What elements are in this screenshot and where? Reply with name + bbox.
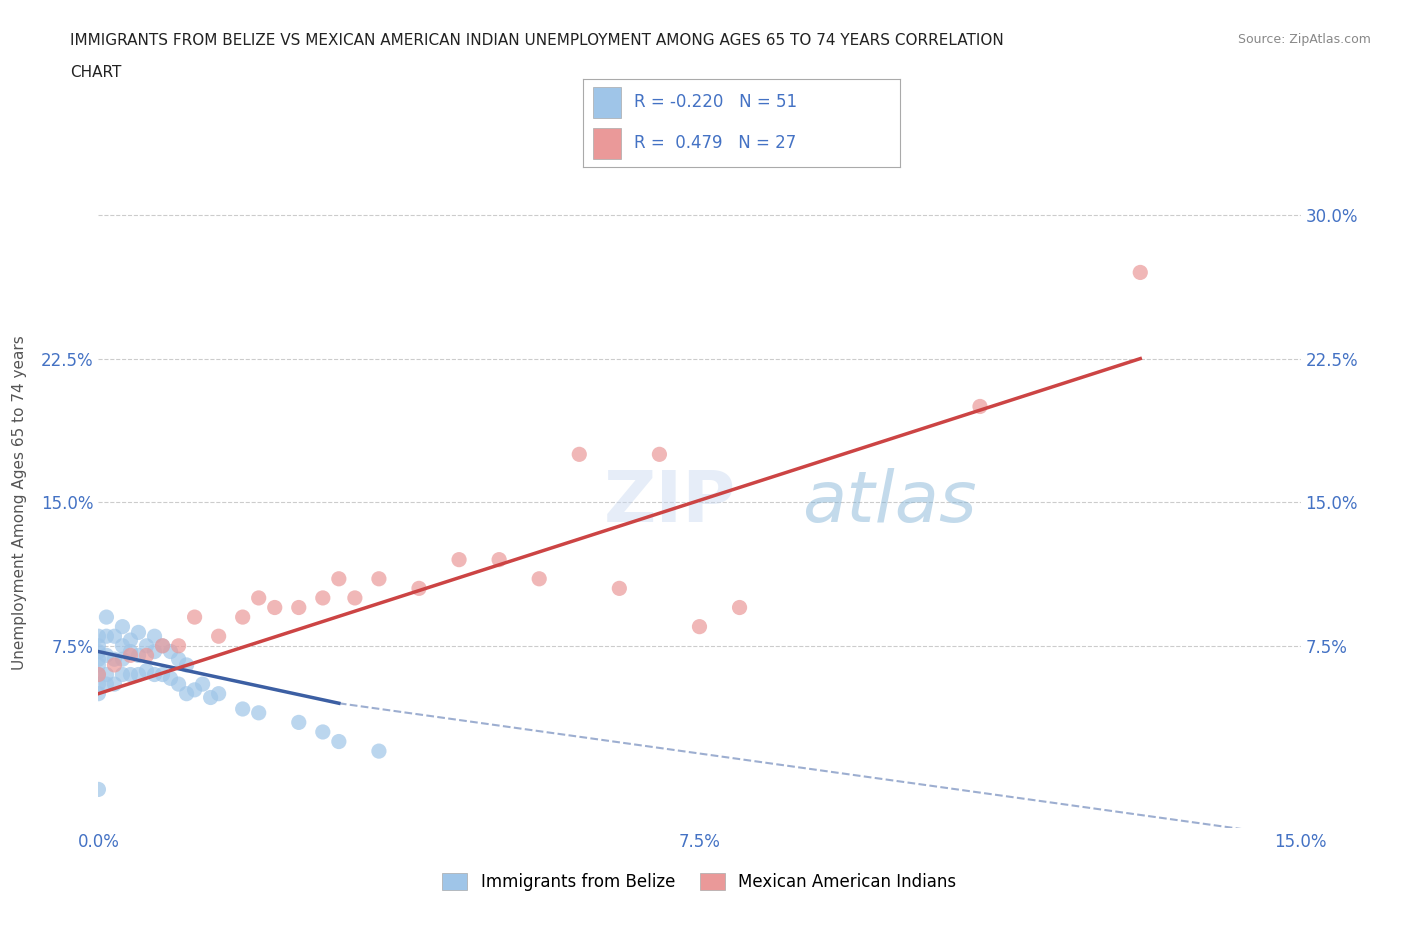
Point [208, 629, 231, 644]
Point [135, 648, 157, 663]
Point [87, 644, 110, 659]
Point [312, 591, 335, 605]
Point [103, 652, 125, 667]
Point [159, 671, 181, 685]
Point [87, 629, 110, 644]
Point [103, 658, 125, 672]
Point [167, 652, 190, 667]
Point [120, 648, 142, 663]
Point [343, 591, 366, 605]
Point [689, 619, 711, 634]
Point [247, 591, 270, 605]
Legend: Immigrants from Belize, Mexican American Indians: Immigrants from Belize, Mexican American… [436, 866, 963, 897]
Point [328, 571, 350, 586]
Point [103, 677, 125, 692]
Point [167, 638, 190, 653]
Point [87, 686, 110, 701]
Point [111, 619, 134, 634]
Point [143, 667, 166, 682]
Point [96, 667, 118, 682]
Point [128, 667, 150, 682]
Point [368, 744, 391, 759]
Point [167, 677, 190, 692]
Point [128, 625, 150, 640]
Point [111, 652, 134, 667]
Text: CHART: CHART [70, 65, 122, 80]
Point [408, 581, 430, 596]
Point [103, 629, 125, 644]
Point [96, 648, 118, 663]
Point [87, 782, 110, 797]
Text: R =  0.479   N = 27: R = 0.479 N = 27 [634, 134, 796, 153]
Point [200, 690, 222, 705]
Point [648, 447, 671, 462]
Point [128, 648, 150, 663]
Point [232, 701, 254, 716]
Point [191, 677, 214, 692]
FancyBboxPatch shape [593, 87, 621, 118]
Point [1129, 265, 1152, 280]
Point [120, 667, 142, 682]
Point [152, 667, 174, 682]
Point [447, 552, 470, 567]
Point [111, 638, 134, 653]
Point [87, 638, 110, 653]
Point [143, 629, 166, 644]
Point [529, 571, 551, 586]
Point [288, 600, 311, 615]
Point [208, 686, 231, 701]
Point [120, 632, 142, 647]
Text: atlas: atlas [801, 468, 976, 537]
Point [96, 610, 118, 625]
Point [183, 610, 205, 625]
Point [135, 638, 157, 653]
Point [120, 644, 142, 659]
Point [87, 677, 110, 692]
Point [728, 600, 751, 615]
Text: ZIP: ZIP [603, 468, 735, 537]
Point [87, 667, 110, 682]
Point [96, 629, 118, 644]
Text: R = -0.220   N = 51: R = -0.220 N = 51 [634, 93, 797, 112]
Point [312, 724, 335, 739]
Point [247, 705, 270, 720]
Y-axis label: Unemployment Among Ages 65 to 74 years: Unemployment Among Ages 65 to 74 years [13, 335, 27, 670]
Point [87, 652, 110, 667]
Point [87, 658, 110, 672]
Point [96, 677, 118, 692]
Point [152, 638, 174, 653]
Point [111, 667, 134, 682]
Point [609, 581, 631, 596]
Point [488, 552, 510, 567]
Point [87, 667, 110, 682]
Point [135, 663, 157, 678]
Point [263, 600, 285, 615]
Point [969, 399, 991, 414]
Point [152, 638, 174, 653]
Point [328, 734, 350, 749]
Point [176, 658, 198, 672]
Text: Source: ZipAtlas.com: Source: ZipAtlas.com [1237, 33, 1371, 46]
Point [176, 686, 198, 701]
Point [568, 447, 591, 462]
Point [143, 644, 166, 659]
FancyBboxPatch shape [593, 127, 621, 159]
Text: IMMIGRANTS FROM BELIZE VS MEXICAN AMERICAN INDIAN UNEMPLOYMENT AMONG AGES 65 TO : IMMIGRANTS FROM BELIZE VS MEXICAN AMERIC… [70, 33, 1004, 47]
Point [288, 715, 311, 730]
Point [368, 571, 391, 586]
Point [159, 644, 181, 659]
Point [232, 610, 254, 625]
Point [183, 683, 205, 698]
